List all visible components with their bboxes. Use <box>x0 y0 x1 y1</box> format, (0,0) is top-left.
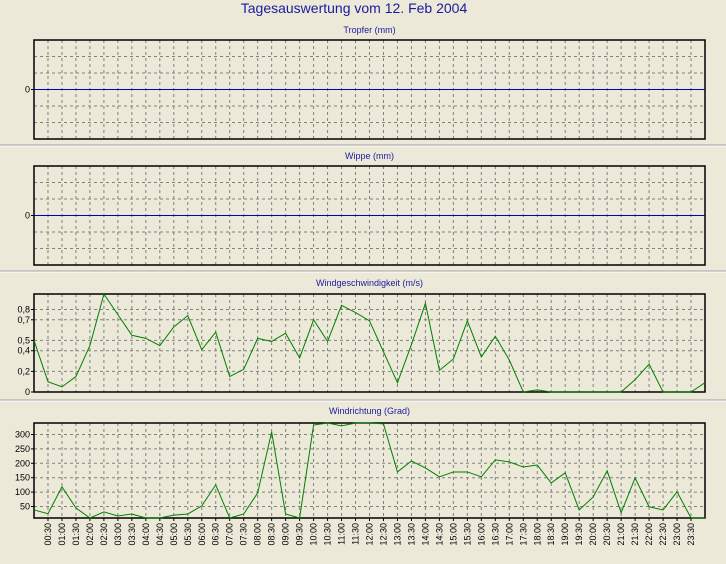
x-tick-label: 17:30 <box>518 523 528 546</box>
plot-frame <box>33 293 706 393</box>
data-line <box>33 422 705 519</box>
x-tick-label: 15:00 <box>448 523 458 546</box>
y-tick-label: 300 <box>15 430 30 440</box>
y-tick-label: 50 <box>20 501 30 511</box>
x-tick-label: 05:00 <box>169 523 179 546</box>
y-tick-label: 0,8 <box>17 304 30 314</box>
x-tick-label: 08:00 <box>253 523 263 546</box>
y-tick-label: 100 <box>15 487 30 497</box>
x-tick-label: 17:00 <box>504 523 514 546</box>
x-tick-label: 03:30 <box>127 523 137 546</box>
x-tick-label: 11:00 <box>337 523 347 545</box>
x-tick-label: 19:00 <box>560 523 570 546</box>
x-tick-label: 13:00 <box>392 523 402 546</box>
x-tick-label: 10:30 <box>323 523 333 546</box>
x-tick-label: 22:00 <box>644 523 654 546</box>
x-tick-label: 12:00 <box>365 523 375 546</box>
x-tick-label: 21:30 <box>630 523 640 546</box>
x-tick-label: 21:00 <box>616 523 626 546</box>
y-tick-label: 0 <box>25 387 30 397</box>
x-tick-label: 11:30 <box>351 523 361 545</box>
x-tick-label: 06:00 <box>197 523 207 546</box>
x-tick-label: 06:30 <box>211 523 221 546</box>
chart-title: Windrichtung (Grad) <box>329 406 410 416</box>
x-tick-label: 23:30 <box>686 523 696 546</box>
x-tick-label: 02:00 <box>85 523 95 546</box>
y-tick-label: 150 <box>15 473 30 483</box>
y-tick-label: 0 <box>25 85 30 95</box>
y-tick-label: 200 <box>15 458 30 468</box>
x-tick-label: 20:00 <box>588 523 598 546</box>
x-tick-label: 09:00 <box>281 523 291 546</box>
data-line <box>33 292 706 393</box>
y-tick-label: 0,4 <box>17 346 30 356</box>
y-tick-label: 0,5 <box>17 335 30 345</box>
chart-title: Wippe (mm) <box>345 151 394 161</box>
x-tick-label: 16:00 <box>476 523 486 546</box>
x-tick-label: 23:00 <box>672 523 682 546</box>
x-tick-label: 00:30 <box>43 523 53 546</box>
chart-title: Tropfer (mm) <box>343 25 395 35</box>
x-tick-label: 07:30 <box>239 523 249 546</box>
x-tick-label: 15:30 <box>462 523 472 546</box>
page-title: Tagesauswertung vom 12. Feb 2004 <box>241 0 468 16</box>
x-tick-label: 14:00 <box>420 523 430 546</box>
x-tick-label: 08:30 <box>267 523 277 546</box>
x-tick-label: 09:30 <box>295 523 305 546</box>
x-tick-label: 05:30 <box>183 523 193 546</box>
x-tick-label: 16:30 <box>490 523 500 546</box>
x-tick-label: 22:30 <box>658 523 668 546</box>
x-tick-label: 10:00 <box>309 523 319 546</box>
y-tick-label: 0,7 <box>17 315 30 325</box>
x-tick-label: 04:30 <box>155 523 165 546</box>
chart-title: Windgeschwindigkeit (m/s) <box>316 278 423 288</box>
x-tick-label: 07:00 <box>225 523 235 546</box>
y-tick-label: 0 <box>25 211 30 221</box>
x-tick-label: 18:00 <box>532 523 542 546</box>
x-tick-label: 13:30 <box>406 523 416 546</box>
x-tick-label: 02:30 <box>99 523 109 546</box>
x-tick-label: 04:00 <box>141 523 151 546</box>
x-tick-label: 18:30 <box>546 523 556 546</box>
x-tick-label: 20:30 <box>602 523 612 546</box>
x-tick-label: 03:00 <box>113 523 123 546</box>
x-tick-label: 19:30 <box>574 523 584 546</box>
y-tick-label: 0,2 <box>17 366 30 376</box>
x-tick-label: 01:30 <box>71 523 81 546</box>
y-tick-label: 250 <box>15 444 30 454</box>
x-tick-label: 14:30 <box>434 523 444 546</box>
x-tick-label: 12:30 <box>378 523 388 546</box>
x-tick-label: 01:00 <box>57 523 67 546</box>
